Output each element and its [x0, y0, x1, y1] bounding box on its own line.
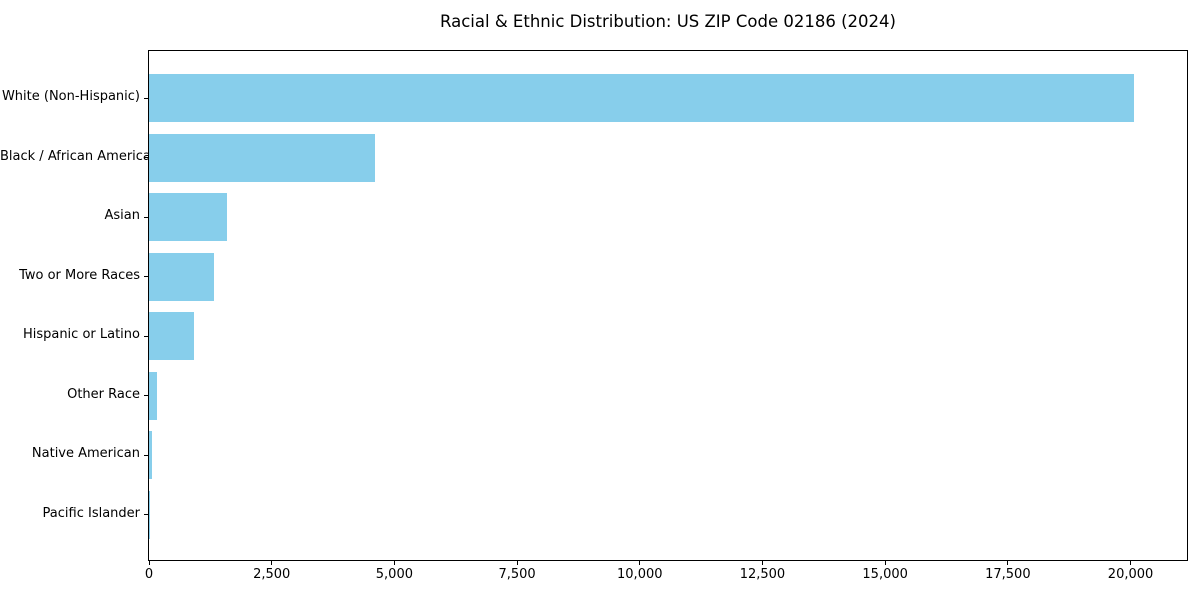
y-tick-mark [144, 276, 148, 278]
plot-area: 0 2,500 5,000 7,500 10,000 12,500 15,000 17,500… [144, 50, 1188, 582]
x-tick-label: 5,000 [375, 567, 413, 582]
x-tick-label: 10,000 [617, 567, 663, 582]
x-tick-label: 0 [144, 567, 154, 582]
y-axis-label: Native American [31, 446, 140, 462]
y-axis-label: Asian [104, 208, 140, 224]
y-axis-label: Black / African American [0, 148, 160, 164]
y-tick-mark [144, 454, 148, 456]
bar-hispanic-or-latino [149, 312, 195, 361]
bar-black-african-american [149, 133, 375, 182]
y-tick-mark [144, 216, 148, 218]
x-tick-label: 12,500 [739, 567, 786, 582]
y-tick-mark [144, 395, 148, 397]
x-tick-label: 2,500 [253, 567, 291, 582]
bar-other-race [149, 371, 157, 420]
y-tick-mark [144, 97, 148, 99]
x-tick-mark [1130, 561, 1132, 565]
bar-white-non-hispanic [149, 74, 1135, 122]
x-tick-mark [639, 561, 641, 565]
bar-asian [149, 193, 228, 242]
chart-title: Racial & Ethnic Distribution: US ZIP Cod… [440, 12, 896, 31]
x-tick-label: 17,500 [985, 567, 1031, 582]
y-axis-label: White (Non-Hispanic) [1, 89, 140, 104]
y-tick-mark [144, 514, 148, 516]
x-tick-mark [148, 561, 150, 565]
x-tick-mark [1007, 561, 1009, 565]
y-axis-label: Two or More Races [19, 267, 140, 283]
y-axis-labels: White (Non-Hispanic) Black / African Amer… [0, 50, 160, 561]
y-axis-label: Other Race [67, 386, 140, 402]
x-tick-mark [884, 561, 886, 565]
y-axis-label: Hispanic or Latino [22, 327, 140, 343]
x-tick-mark [393, 561, 395, 565]
x-tick-label: 15,000 [862, 567, 908, 582]
y-axis-label: Pacific Islander [42, 505, 140, 521]
y-tick-mark [144, 335, 148, 337]
x-tick-label: 7,500 [498, 567, 536, 582]
x-tick-mark [271, 561, 273, 565]
x-tick-mark [761, 561, 763, 565]
x-tick-mark [516, 561, 518, 565]
bar-two-or-more-races [149, 252, 215, 301]
x-tick-label: 20,000 [1107, 567, 1154, 582]
bar-native-american [149, 431, 152, 480]
y-tick-mark [144, 157, 148, 159]
